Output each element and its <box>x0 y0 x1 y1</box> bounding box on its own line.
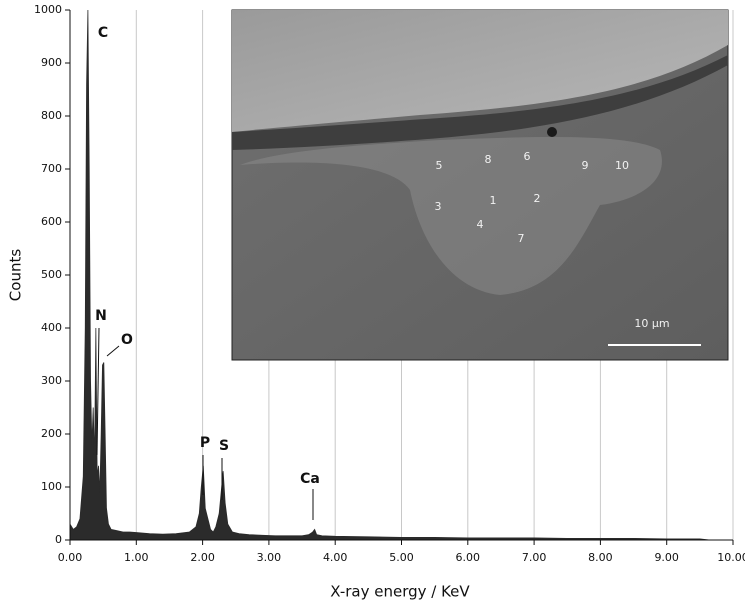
y-axis-title: Counts <box>7 249 25 302</box>
inset-label: 1 <box>490 194 497 207</box>
inset-label: 6 <box>524 150 531 163</box>
sem-inset: 1 2 3 4 5 6 7 8 9 10 10 μm <box>231 9 729 361</box>
peak-label: N <box>95 308 107 324</box>
inset-label: 8 <box>485 153 492 166</box>
peak-leader <box>106 345 120 357</box>
y-tick-label: 600 <box>41 215 62 228</box>
x-tick-label: 3.00 <box>257 551 282 564</box>
spectrum <box>69 9 710 541</box>
x-tick-label: 1.00 <box>124 551 149 564</box>
inset-label: 3 <box>435 200 442 213</box>
peak-label: P <box>200 435 210 451</box>
inset-label: 4 <box>477 218 484 231</box>
x-tick-label: 6.00 <box>456 551 481 564</box>
inset-label: 10 <box>615 159 629 172</box>
x-tick-label: 0.00 <box>58 551 83 564</box>
x-tick-label: 7.00 <box>522 551 547 564</box>
peak-label: C <box>98 25 108 41</box>
x-tick-label: 2.00 <box>190 551 215 564</box>
peak-leader <box>96 327 100 456</box>
x-tick-label: 10.00 <box>717 551 745 564</box>
peak-label: O <box>121 332 133 348</box>
inset-surface <box>232 10 728 132</box>
x-tick-label: 4.00 <box>323 551 348 564</box>
y-tick-label: 800 <box>41 109 62 122</box>
inset-label: 7 <box>518 232 525 245</box>
y-tick-label: 400 <box>41 321 62 334</box>
peak-label: Ca <box>300 471 320 487</box>
y-tick-label: 700 <box>41 162 62 175</box>
peak-label: S <box>219 438 229 454</box>
inset-crater <box>240 137 662 295</box>
inset-label: 2 <box>534 192 541 205</box>
inset-pit <box>547 127 557 137</box>
x-tick-label: 9.00 <box>654 551 679 564</box>
x-tick-label: 8.00 <box>588 551 613 564</box>
y-tick-label: 200 <box>41 427 62 440</box>
y-tick-label: 300 <box>41 374 62 387</box>
inset-edge <box>232 55 728 150</box>
scale-bar-label: 10 μm <box>634 317 669 330</box>
y-tick-label: 100 <box>41 480 62 493</box>
y-tick-label: 0 <box>55 533 62 546</box>
x-axis-title: X-ray energy / KeV <box>330 583 470 601</box>
x-tick-label: 5.00 <box>389 551 414 564</box>
y-tick-label: 900 <box>41 56 62 69</box>
y-tick-label: 500 <box>41 268 62 281</box>
inset-label: 5 <box>436 159 443 172</box>
y-tick-label: 1000 <box>34 3 62 16</box>
inset-label: 9 <box>582 159 589 172</box>
